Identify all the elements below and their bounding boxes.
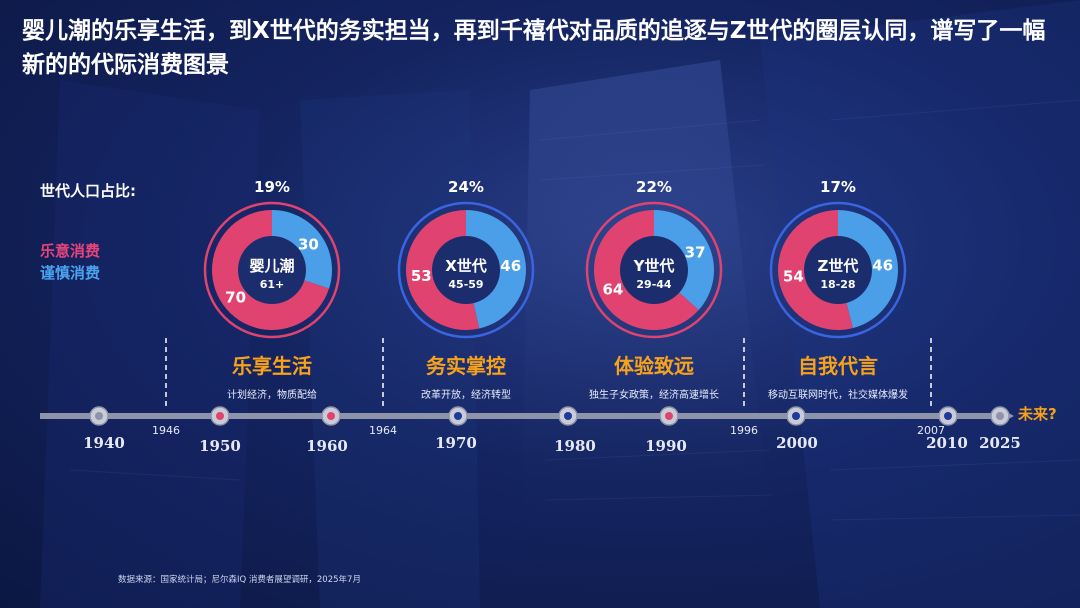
generation-slogan: 乐享生活: [232, 354, 312, 378]
timeline-dot-center: [944, 412, 952, 420]
data-label-joy: 53: [411, 267, 432, 285]
timeline-year: 1960: [306, 437, 348, 455]
divider-year: 1964: [369, 424, 397, 437]
generation-age: 18-28: [820, 278, 856, 291]
donut-outer-ring: [397, 201, 535, 339]
generation-age: 45-59: [448, 278, 484, 291]
population-share: 17%: [820, 178, 856, 196]
generation-age: 29-44: [636, 278, 672, 291]
generation-description: 计划经济，物质配给: [227, 390, 317, 401]
donut-outer-ring: [769, 201, 907, 339]
page-title: 婴儿潮的乐享生活，到X世代的务实担当，再到千禧代对品质的追逐与Z世代的圈层认同，…: [22, 18, 1046, 78]
timeline-dot-center: [327, 412, 335, 420]
legend: 乐意消费 谨慎消费: [40, 240, 100, 284]
timeline-future: 未来?: [1018, 405, 1057, 423]
generation-name: 婴儿潮: [249, 257, 295, 275]
timeline-dot-center: [454, 412, 462, 420]
donut-center: [620, 236, 688, 304]
donut-center: [432, 236, 500, 304]
divider-year: 1996: [730, 424, 758, 437]
divider-year: 1946: [152, 424, 180, 437]
donut-center: [238, 236, 306, 304]
data-label-care: 37: [685, 244, 706, 262]
generation-description: 独生子女政策，经济高速增长: [589, 390, 719, 401]
data-label-joy: 64: [602, 280, 623, 298]
timeline-year: 2010: [926, 434, 968, 452]
timeline-year: 1990: [645, 437, 687, 455]
donut-outer-ring: [585, 201, 723, 339]
population-share: 22%: [636, 178, 672, 196]
generation-slogan: 务实掌控: [426, 354, 506, 378]
legend-joy: 乐意消费: [40, 242, 101, 260]
data-label-care: 46: [872, 256, 893, 274]
generation-name: Z世代: [817, 257, 859, 275]
timeline-year: 2000: [776, 434, 818, 452]
population-share: 19%: [254, 178, 290, 196]
timeline-dot-center: [792, 412, 800, 420]
timeline-dot-center: [564, 412, 572, 420]
population-share-label: 世代人口占比:: [40, 182, 136, 200]
generation-name: Y世代: [633, 257, 675, 275]
data-label-care: 46: [500, 257, 521, 275]
generation-description: 改革开放，经济转型: [421, 390, 511, 401]
divider-year: 2007: [917, 424, 945, 437]
timeline-dot-center: [665, 412, 673, 420]
generation-slogan: 体验致远: [614, 354, 694, 378]
timeline-year: 1980: [554, 437, 596, 455]
population-share: 24%: [448, 178, 484, 196]
timeline-year: 1940: [83, 434, 125, 452]
data-label-joy: 54: [783, 268, 804, 286]
generation-name: X世代: [445, 257, 487, 275]
timeline-year: 2025: [979, 434, 1021, 452]
generation-slogan: 自我代言: [798, 354, 878, 378]
donut-center: [804, 236, 872, 304]
generation-description: 移动互联网时代，社交媒体爆发: [768, 390, 908, 401]
data-label-joy: 70: [225, 288, 246, 306]
data-source: 数据来源：国家统计局；尼尔森IQ 消费者展望调研，2025年7月: [118, 575, 361, 585]
generation-age: 61+: [259, 278, 285, 291]
donut-slice-care: [272, 210, 333, 289]
timeline-dot-center: [95, 412, 103, 420]
timeline-dot-center: [216, 412, 224, 420]
timeline-year: 1970: [435, 434, 477, 452]
donut-slice-joy: [594, 210, 699, 330]
donut-slice-joy: [212, 210, 330, 330]
timeline-year: 1950: [199, 437, 241, 455]
legend-care: 谨慎消费: [40, 264, 101, 282]
donut-outer-ring: [203, 201, 341, 339]
data-label-care: 30: [298, 236, 319, 254]
timeline-dot-center: [996, 412, 1004, 420]
